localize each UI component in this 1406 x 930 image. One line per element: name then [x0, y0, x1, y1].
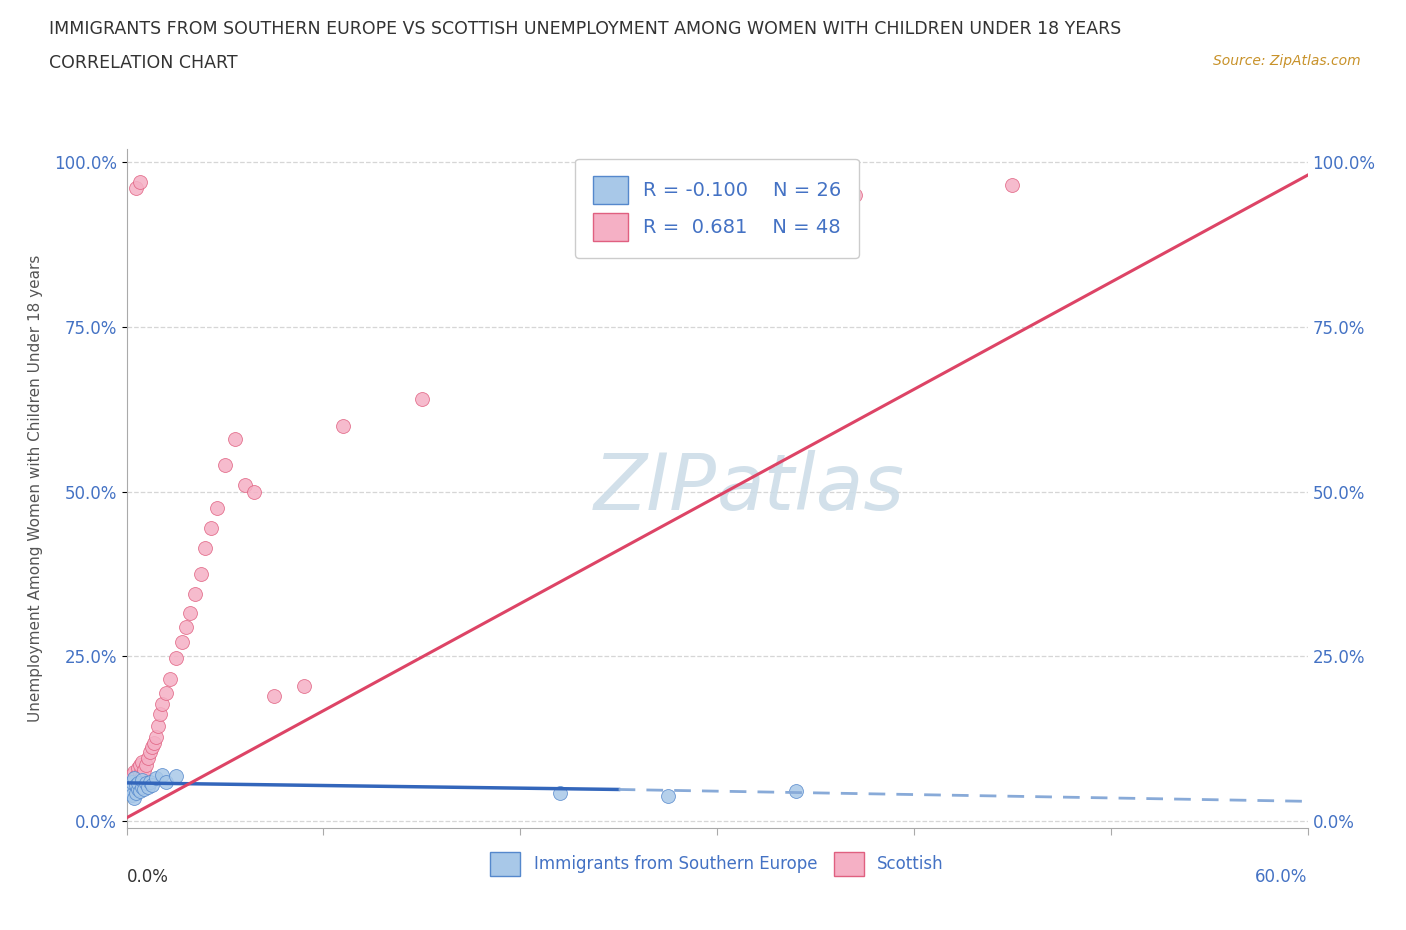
Point — [120, 774, 142, 789]
Point — [233, 477, 256, 492]
Legend: Immigrants from Southern Europe, Scottish: Immigrants from Southern Europe, Scottis… — [482, 844, 952, 883]
Point — [125, 776, 148, 790]
Point — [1001, 178, 1024, 193]
Point — [332, 418, 354, 433]
Text: 60.0%: 60.0% — [1256, 869, 1308, 886]
Point — [141, 777, 163, 792]
Point — [121, 788, 143, 803]
Point — [785, 784, 807, 799]
Point — [136, 751, 159, 766]
Y-axis label: Unemployment Among Women with Children Under 18 years: Unemployment Among Women with Children U… — [28, 255, 42, 722]
Point — [134, 782, 156, 797]
Point — [150, 767, 173, 782]
Point — [117, 780, 139, 795]
Point — [200, 521, 222, 536]
Point — [121, 767, 143, 782]
Point — [155, 774, 177, 789]
Point — [174, 619, 197, 634]
Point — [124, 779, 146, 794]
Point — [131, 773, 153, 788]
Point — [121, 777, 143, 792]
Point — [120, 784, 142, 799]
Text: atlas: atlas — [717, 450, 905, 526]
Point — [141, 740, 163, 755]
Point — [190, 566, 212, 581]
Text: Source: ZipAtlas.com: Source: ZipAtlas.com — [1213, 54, 1361, 68]
Point — [129, 758, 152, 773]
Point — [125, 777, 148, 792]
Point — [131, 754, 153, 769]
Point — [139, 774, 162, 789]
Point — [844, 188, 866, 203]
Point — [135, 758, 157, 773]
Point — [214, 458, 236, 472]
Point — [145, 729, 167, 744]
Point — [129, 766, 152, 781]
Point — [121, 774, 143, 789]
Text: IMMIGRANTS FROM SOUTHERN EUROPE VS SCOTTISH UNEMPLOYMENT AMONG WOMEN WITH CHILDR: IMMIGRANTS FROM SOUTHERN EUROPE VS SCOTT… — [49, 20, 1122, 38]
Point — [129, 784, 152, 799]
Point — [139, 744, 162, 759]
Point — [120, 784, 142, 799]
Point — [136, 779, 159, 794]
Point — [124, 771, 146, 786]
Point — [657, 789, 679, 804]
Point — [149, 707, 172, 722]
Point — [243, 485, 266, 499]
Point — [134, 763, 156, 777]
Point — [127, 782, 149, 797]
Point — [143, 736, 166, 751]
Point — [263, 688, 285, 703]
Point — [125, 769, 148, 784]
Point — [159, 672, 181, 687]
Point — [124, 790, 146, 805]
Point — [145, 771, 167, 786]
Point — [194, 540, 217, 555]
Point — [117, 780, 139, 795]
Point — [165, 769, 187, 784]
Point — [165, 650, 187, 665]
Point — [127, 776, 149, 790]
Point — [124, 764, 146, 779]
Point — [411, 392, 433, 406]
Point — [292, 679, 315, 694]
Point — [131, 769, 153, 784]
Point — [127, 773, 149, 788]
Point — [127, 761, 149, 776]
Point — [548, 786, 571, 801]
Point — [184, 586, 207, 601]
Point — [135, 776, 157, 790]
Point — [125, 786, 148, 801]
Point — [150, 697, 173, 711]
Point — [146, 718, 169, 733]
Point — [170, 634, 193, 649]
Point — [179, 606, 201, 621]
Point — [131, 779, 153, 794]
Text: ZIP: ZIP — [595, 450, 717, 526]
Text: CORRELATION CHART: CORRELATION CHART — [49, 54, 238, 72]
Point — [129, 174, 152, 189]
Point — [205, 500, 228, 515]
Point — [224, 432, 246, 446]
Text: 0.0%: 0.0% — [127, 869, 169, 886]
Point — [120, 777, 142, 792]
Point — [155, 685, 177, 700]
Point — [125, 181, 148, 196]
